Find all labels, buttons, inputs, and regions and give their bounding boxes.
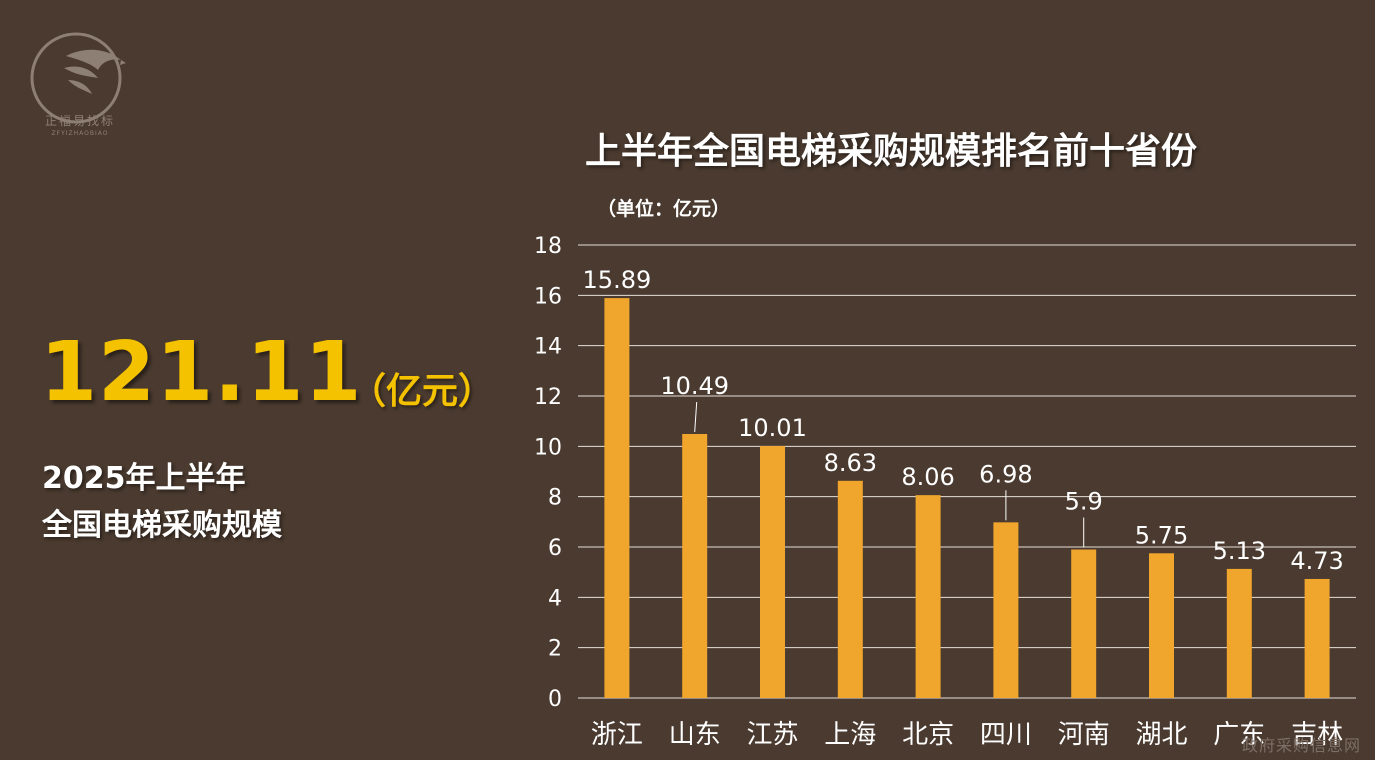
total-unit: （亿元）	[350, 371, 495, 412]
y-tick-label: 2	[548, 637, 562, 662]
bar	[682, 434, 708, 698]
bar	[1304, 578, 1330, 698]
y-tick-label: 10	[534, 435, 562, 460]
bar	[915, 495, 941, 698]
value-label: 8.06	[901, 463, 954, 491]
value-label: 10.01	[738, 414, 807, 442]
x-category-label: 广东	[1213, 720, 1265, 750]
value-label: 15.89	[583, 266, 652, 294]
total-value: 121.11	[40, 325, 363, 420]
bar	[1226, 568, 1252, 698]
y-tick-label: 16	[534, 284, 562, 309]
value-label: 6.98	[979, 460, 1032, 488]
y-tick-label: 8	[548, 486, 562, 511]
falcon-logo-icon	[30, 32, 126, 124]
x-category-label: 吉林	[1291, 720, 1343, 750]
value-label: 5.13	[1213, 537, 1266, 565]
total-caption-line2: 全国电梯采购规模	[42, 508, 282, 543]
bar	[993, 522, 1019, 698]
x-category-label: 四川	[980, 720, 1032, 750]
chart-title: 上半年全国电梯采购规模排名前十省份	[585, 131, 1198, 172]
y-tick-label: 12	[534, 385, 562, 410]
bar	[1149, 553, 1174, 698]
brand-name-en: ZFYIZHAOBIAO	[51, 130, 109, 137]
chart-unit-label: （单位：亿元）	[597, 198, 731, 220]
value-label: 5.9	[1065, 488, 1103, 516]
y-tick-label: 14	[534, 335, 562, 360]
y-tick-label: 6	[548, 536, 562, 561]
brand-name-cn: 正福易找标	[44, 114, 115, 128]
value-label: 8.63	[824, 449, 877, 477]
y-tick-label: 18	[534, 234, 562, 259]
value-label-leader	[694, 401, 698, 433]
y-tick-label: 0	[548, 687, 562, 712]
bar	[604, 298, 630, 698]
x-category-label: 江苏	[746, 720, 798, 750]
value-label: 5.75	[1135, 521, 1188, 549]
x-category-label: 上海	[824, 720, 876, 750]
x-category-label: 湖北	[1135, 720, 1187, 750]
x-category-label: 河南	[1058, 720, 1110, 750]
bar-chart: 0 2 4 6 8 10 12 14 16 18 15.89 浙江 10.49 山东 10.01 江苏 8.63…	[534, 234, 1356, 750]
value-label: 10.49	[660, 372, 729, 400]
x-category-label: 浙江	[591, 720, 643, 750]
bar	[1071, 549, 1097, 698]
bar	[760, 446, 785, 698]
total-caption-line1: 2025年上半年	[42, 461, 246, 496]
value-label: 4.73	[1290, 547, 1343, 575]
y-tick-label: 4	[548, 586, 562, 611]
x-category-label: 北京	[902, 720, 954, 750]
watermark: 政府采购信息网	[1241, 736, 1361, 755]
bar	[837, 480, 863, 698]
x-category-label: 山东	[669, 720, 721, 750]
